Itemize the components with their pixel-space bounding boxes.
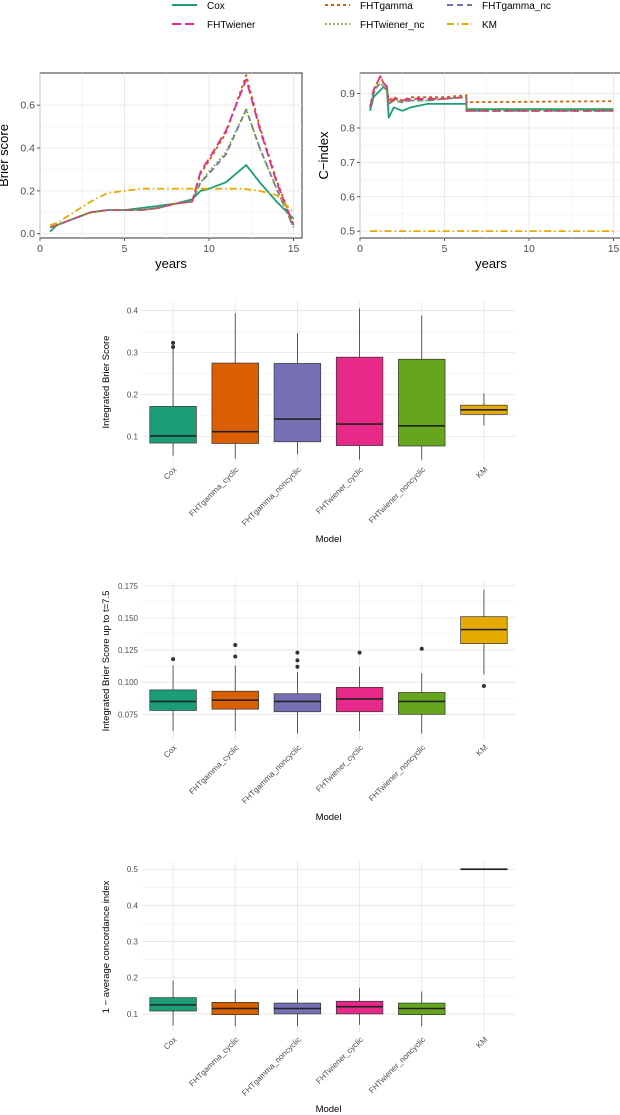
y-axis-title: Brier score [0, 124, 11, 187]
outlier-point [295, 650, 300, 655]
series-line-fhtwiener [369, 75, 614, 112]
x-tick-label: FHTgamma_cyclic [187, 465, 240, 518]
x-tick-label: FHTgamma_cyclic [187, 743, 240, 796]
outlier-point [295, 664, 300, 669]
y-tick-label: 0.6 [340, 191, 355, 203]
x-tick-label: 0 [37, 243, 43, 255]
y-axis-title: Integrated Brier Score up to t=7.5 [101, 591, 112, 732]
series-line-cox [369, 85, 614, 119]
y-tick-label: 0.3 [127, 938, 139, 947]
y-tick-label: 0.125 [118, 646, 139, 655]
x-tick-label: 5 [442, 243, 448, 255]
y-tick-label: 0.6 [20, 100, 35, 112]
x-tick-label: FHTwiener_cyclic [314, 1035, 365, 1086]
x-axis-title: Model [316, 534, 342, 545]
legend-label: Cox [207, 1, 225, 12]
integrated-brier-boxplot: 0.1 0.2 0.3 0.4 Cox FHTgamma_cyclic FHTgamma_n… [101, 302, 515, 545]
box-fhtwiener_noncyclic [398, 358, 446, 447]
y-tick-label: 0.9 [340, 88, 355, 100]
box-cox [149, 406, 197, 444]
box-fhtwiener_cyclic [335, 356, 384, 446]
x-tick-label: FHTgamma_cyclic [187, 1035, 240, 1088]
plot-panel [39, 72, 303, 239]
legend-label: FHTwiener_nc [360, 20, 424, 31]
x-tick-label: Cox [162, 743, 178, 759]
x-tick-label: Cox [162, 1035, 178, 1051]
x-tick-label: 10 [203, 243, 215, 255]
x-axis-title: years [155, 256, 187, 271]
x-tick-label: FHTwiener_cyclic [314, 743, 365, 794]
y-tick-label: 0.0 [20, 228, 35, 240]
brier-score-line-chart: 0 5 10 15 0.0 0.2 0.4 0.6 years Brier score [0, 72, 303, 271]
outlier-point [171, 657, 176, 662]
x-tick-label: 5 [122, 243, 128, 255]
x-tick-label: 15 [288, 243, 300, 255]
y-tick-label: 0.4 [127, 901, 139, 910]
outlier-point [171, 340, 176, 345]
y-tick-label: 0.5 [340, 226, 355, 238]
x-tick-label: FHTgamma_noncyclic [240, 465, 303, 528]
c-index-line-chart: 0 5 10 15 0.5 0.6 0.7 0.8 0.9 years C−index [316, 72, 620, 271]
x-tick-label: 0 [357, 243, 363, 255]
x-tick-label: FHTwiener_noncyclic [367, 743, 427, 803]
x-tick-label: KM [474, 465, 489, 480]
concordance-boxplot: 0.1 0.2 0.3 0.4 0.5 Cox FHTgamma_cyclic FHTgamm… [101, 862, 515, 1115]
box-cox [149, 689, 197, 711]
x-tick-label: FHTgamma_noncyclic [240, 1035, 303, 1098]
outlier-point [419, 646, 424, 651]
x-axis-title: Model [316, 1104, 342, 1115]
outlier-point [171, 345, 176, 350]
outlier-point [357, 650, 362, 655]
x-tick-label: 10 [523, 243, 535, 255]
x-tick-label: KM [474, 1035, 489, 1050]
series-line-fhtwiener_nc [369, 82, 614, 111]
legend-label: FHTwiener [207, 20, 256, 31]
y-tick-label: 0.7 [340, 157, 355, 169]
x-axis-title: years [475, 256, 507, 271]
x-tick-label: 15 [608, 243, 620, 255]
y-tick-label: 0.4 [20, 143, 35, 155]
outlier-point [233, 654, 238, 659]
box-fhtwiener_noncyclic [398, 692, 446, 715]
y-tick-label: 0.2 [20, 185, 35, 197]
box-fhtgamma_cyclic [211, 362, 259, 444]
plot-panel [359, 72, 620, 239]
series-line-fhtwiener_nc [49, 108, 295, 229]
outlier-point [295, 658, 300, 663]
x-tick-label: FHTwiener_noncyclic [367, 1035, 427, 1095]
y-tick-label: 0.075 [118, 710, 139, 719]
box-fhtgamma_noncyclic [273, 693, 322, 713]
series-line-fhtgamma [369, 75, 614, 108]
y-tick-label: 0.5 [127, 865, 139, 874]
x-tick-label: KM [474, 743, 489, 758]
x-axis-title: Model [316, 812, 342, 823]
y-tick-label: 0.8 [340, 123, 355, 135]
x-tick-label: FHTgamma_noncyclic [240, 743, 303, 806]
y-tick-label: 0.150 [118, 614, 139, 623]
box-fhtwiener_cyclic [335, 1000, 384, 1015]
x-tick-label: FHTwiener_noncyclic [367, 465, 427, 525]
y-tick-label: 0.2 [127, 974, 139, 983]
y-axis-title: C−index [316, 131, 331, 180]
legend-label: KM [482, 20, 497, 31]
y-tick-label: 0.175 [118, 582, 139, 591]
legend-label: FHTgamma [360, 1, 413, 12]
outlier-point [233, 642, 238, 647]
legend-label: FHTgamma_nc [482, 1, 551, 12]
x-tick-label: FHTwiener_cyclic [314, 465, 365, 516]
y-axis-title: Integrated Brier Score [101, 336, 112, 429]
y-tick-label: 0.3 [127, 349, 139, 358]
outlier-point [481, 684, 486, 689]
y-tick-label: 0.100 [118, 678, 139, 687]
legend: Cox FHTgamma FHTgamma_nc FHTwiener FHTwiener… [172, 1, 551, 31]
y-tick-label: 0.1 [127, 433, 139, 442]
y-tick-label: 0.4 [127, 306, 139, 315]
y-axis-title: 1 − average concordance index [101, 880, 112, 1013]
integrated-brier-t75-boxplot: 0.075 0.100 0.125 0.150 0.175 Cox FHTgamma_cyc… [101, 582, 515, 823]
box-fhtgamma_noncyclic [273, 363, 322, 443]
x-tick-label: Cox [162, 465, 178, 481]
y-tick-label: 0.2 [127, 391, 139, 400]
y-tick-label: 0.1 [127, 1010, 139, 1019]
